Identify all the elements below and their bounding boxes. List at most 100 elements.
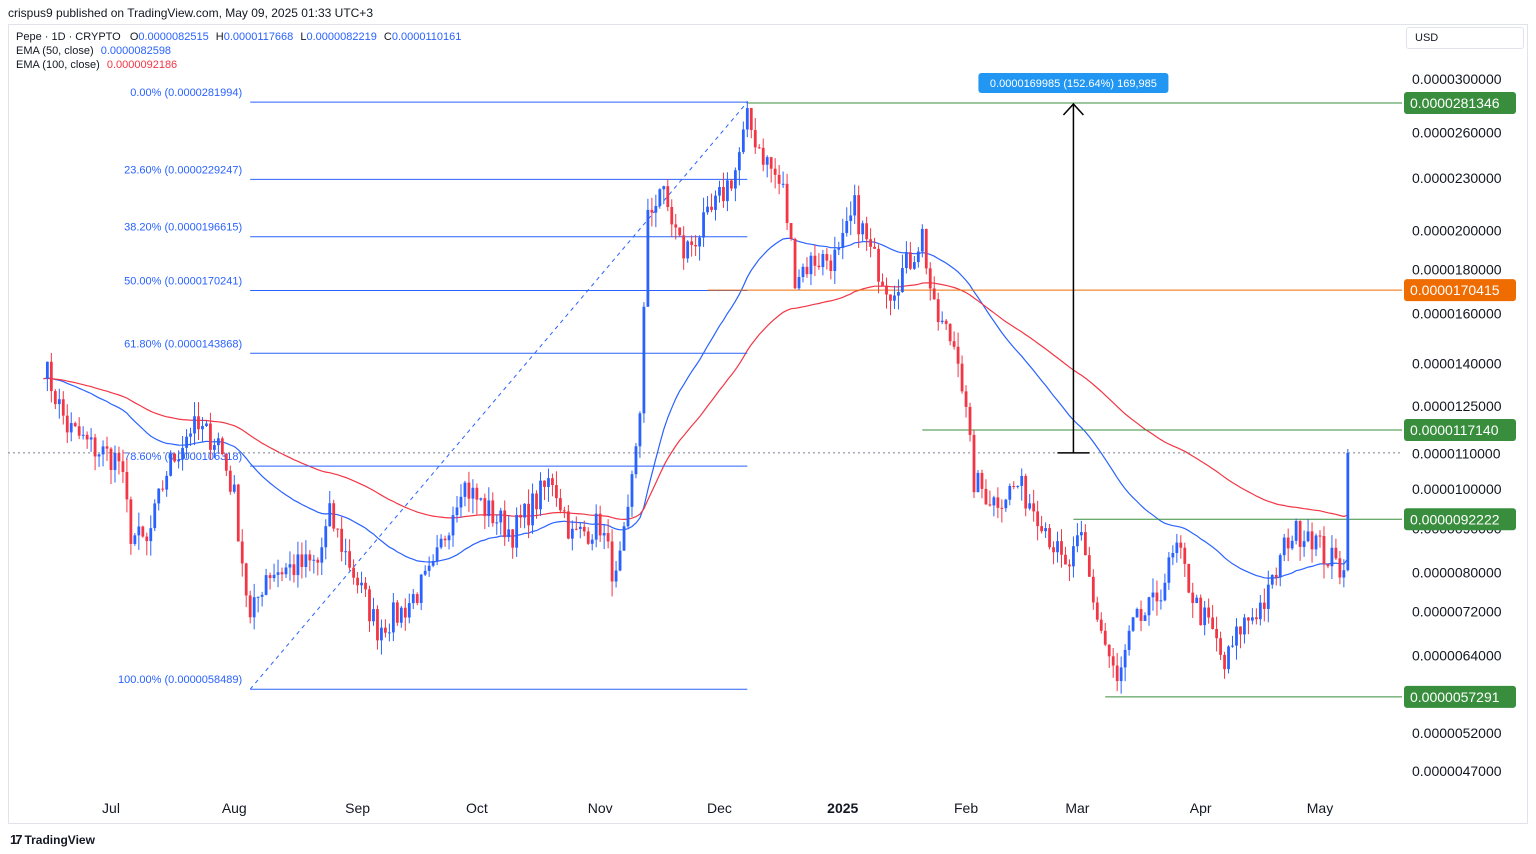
candle-body <box>240 541 244 564</box>
candle-body <box>551 478 554 486</box>
candle-body <box>1219 638 1222 655</box>
candle-body <box>1306 531 1310 542</box>
candle-body <box>1171 552 1175 558</box>
candle-body <box>646 209 650 307</box>
candle-body <box>1052 547 1055 553</box>
candle-body <box>1258 602 1262 620</box>
candle-body <box>236 484 240 542</box>
candle-body <box>209 423 212 450</box>
candle-body <box>1151 592 1155 598</box>
candle-body <box>443 538 447 541</box>
candle-body <box>630 474 634 507</box>
candle-body <box>1123 649 1127 668</box>
fib-level-label: 0.00% (0.0000281994) <box>130 87 242 99</box>
y-axis: 0.0000300000 0.0000260000 0.0000230000 0.00… <box>1404 71 1516 779</box>
candle-body <box>1056 541 1059 553</box>
candle-body <box>1143 615 1147 621</box>
candles <box>45 100 1350 694</box>
candle-body <box>431 560 435 566</box>
low-value: 0.0000082219 <box>306 31 377 43</box>
candle-body <box>169 453 173 476</box>
candle-body <box>1107 644 1111 657</box>
candle-body <box>1135 609 1139 618</box>
candle-body <box>626 506 630 527</box>
candle-body <box>387 632 391 634</box>
candle-body <box>197 416 200 430</box>
candle-body <box>582 526 586 532</box>
candle-body <box>487 500 491 517</box>
price-label-badge <box>1404 92 1516 114</box>
candle-body <box>1318 535 1322 537</box>
legend-ema100-row[interactable]: EMA (100, close) 0.0000092186 <box>16 58 461 72</box>
candle-body <box>372 609 375 622</box>
candle-body <box>1183 547 1187 564</box>
candle-body <box>1087 555 1091 577</box>
candle-body <box>849 215 853 221</box>
candle-body <box>650 209 654 213</box>
candle-body <box>213 445 216 450</box>
candle-body <box>499 510 503 523</box>
candle-body <box>602 533 606 536</box>
y-tick-label: 0.0000080000 <box>1412 564 1502 580</box>
candle-body <box>642 306 646 414</box>
candle-body <box>1274 574 1278 578</box>
candle-body <box>57 399 61 405</box>
price-label-badge <box>1404 685 1516 708</box>
candle-body <box>411 594 415 604</box>
candle-body <box>1346 452 1350 571</box>
candle-body <box>1334 547 1338 559</box>
candle-body <box>407 603 411 618</box>
candle-body <box>113 452 117 471</box>
candle-body <box>710 206 713 210</box>
candle-body <box>475 487 479 500</box>
legend-ema50-row[interactable]: EMA (50, close) 0.0000082598 <box>16 44 461 58</box>
candle-body <box>280 572 284 575</box>
candle-body <box>1076 535 1079 547</box>
low-label: L <box>300 31 307 43</box>
price-label-badge <box>1404 508 1516 531</box>
candle-body <box>952 341 956 347</box>
candle-body <box>773 168 777 175</box>
candle-body <box>1004 499 1008 509</box>
candle-body <box>980 472 984 489</box>
candle-body <box>698 237 701 247</box>
candle-body <box>360 582 363 586</box>
candle-body <box>435 547 439 561</box>
candle-body <box>1024 475 1028 509</box>
candle-body <box>185 436 188 448</box>
candle-body <box>1290 540 1294 549</box>
candle-body <box>1203 607 1207 626</box>
candle-body <box>260 594 264 597</box>
candle-body <box>905 252 908 269</box>
fib-level-label: 38.20% (0.0000196615) <box>124 222 242 234</box>
candle-body <box>352 567 355 578</box>
candle-body <box>479 498 483 500</box>
candle-body <box>1119 667 1123 682</box>
candle-body <box>861 223 865 235</box>
candle-body <box>527 503 530 526</box>
candle-body <box>376 609 379 641</box>
candle-body <box>1008 486 1012 500</box>
candle-body <box>248 595 252 618</box>
y-tick-label: 0.0000047000 <box>1412 763 1502 779</box>
candle-body <box>781 183 785 185</box>
candle-body <box>992 497 996 506</box>
y-tick-label: 0.0000064000 <box>1412 648 1502 664</box>
candle-body <box>1314 535 1318 550</box>
candle-body <box>1191 592 1195 604</box>
fib-level-label: 23.60% (0.0000229247) <box>124 164 242 176</box>
legend-ohlc-row: Pepe · 1D · CRYPTO O0.0000082515 H0.0000… <box>16 30 461 44</box>
candle-body <box>670 207 674 225</box>
candle-body <box>1139 609 1143 621</box>
candle-body <box>1231 645 1234 647</box>
candle-body <box>467 482 471 499</box>
candle-body <box>336 528 340 530</box>
currency-button[interactable]: USD <box>1406 27 1524 49</box>
candle-body <box>912 262 916 269</box>
candle-body <box>133 535 137 544</box>
candle-body <box>1278 555 1282 578</box>
candle-body <box>1155 592 1159 602</box>
candle-body <box>578 526 582 530</box>
candle-body <box>745 108 749 130</box>
